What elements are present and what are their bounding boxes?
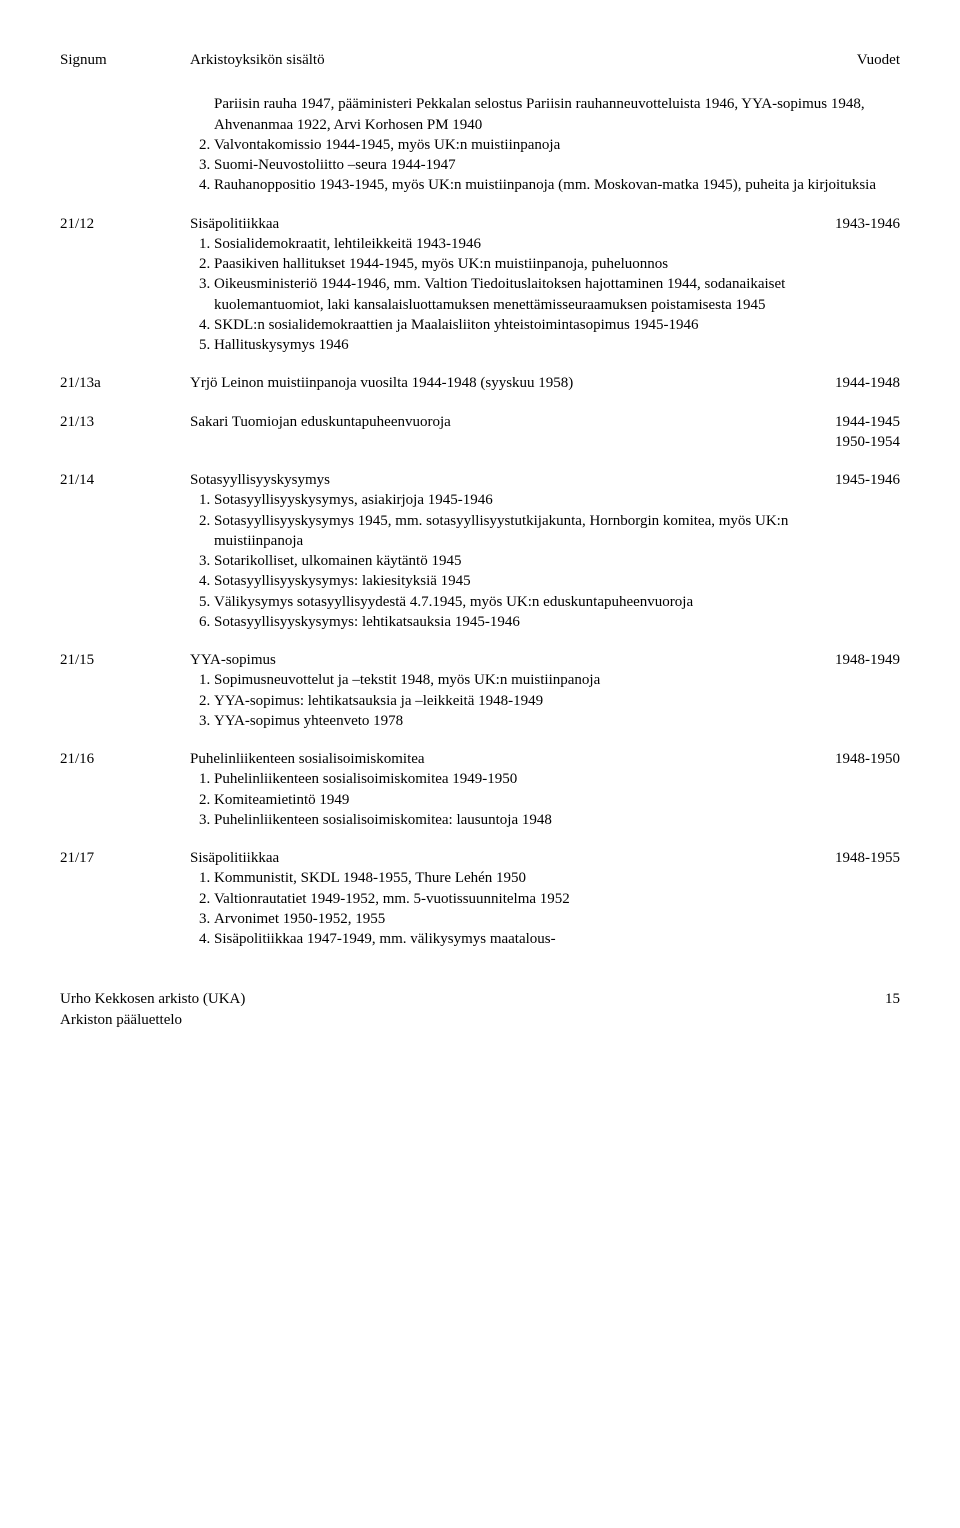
entry-title: Puhelinliikenteen sosialisoimiskomitea (190, 749, 800, 769)
list-item: Sisäpolitiikkaa 1947-1949, mm. välikysym… (214, 929, 800, 949)
entry-title: Yrjö Leinon muistiinpanoja vuosilta 1944… (190, 373, 800, 393)
list-item: Valvontakomissio 1944-1945, myös UK:n mu… (214, 135, 900, 155)
continuation-text: Pariisin rauha 1947, pääministeri Pekkal… (190, 94, 900, 135)
signum: 21/13 (60, 412, 190, 432)
signum: 21/16 (60, 749, 190, 769)
signum: 21/13a (60, 373, 190, 393)
header-sisalto: Arkistoyksikön sisältö (190, 50, 800, 70)
year-line-2: 1950-1954 (835, 434, 900, 450)
entry-list: Sotasyyllisyyskysymys, asiakirjoja 1945-… (190, 490, 800, 632)
signum: 21/17 (60, 848, 190, 868)
entry-title: YYA-sopimus (190, 650, 800, 670)
list-item: Paasikiven hallitukset 1944-1945, myös U… (214, 254, 800, 274)
header-signum: Signum (60, 50, 190, 70)
entry-years: 1948-1950 (800, 749, 900, 769)
list-item: Sotasyyllisyyskysymys 1945, mm. sotasyyl… (214, 511, 800, 552)
list-item: Rauhanoppositio 1943-1945, myös UK:n mui… (214, 175, 900, 195)
page-footer: Urho Kekkosen arkisto (UKA) Arkiston pää… (60, 989, 900, 1030)
list-item: SKDL:n sosialidemokraattien ja Maalaisli… (214, 315, 800, 335)
list-item: Kommunistit, SKDL 1948-1955, Thure Lehén… (214, 868, 800, 888)
entry-title: Sisäpolitiikkaa (190, 848, 800, 868)
list-item: Puhelinliikenteen sosialisoimiskomitea: … (214, 810, 800, 830)
list-item: Valtionrautatiet 1949-1952, mm. 5-vuotis… (214, 889, 800, 909)
footer-archive-subtitle: Arkiston pääluettelo (60, 1012, 182, 1028)
signum: 21/12 (60, 214, 190, 234)
list-item: Hallituskysymys 1946 (214, 335, 800, 355)
list-item: Sotasyyllisyyskysymys: lehtikatsauksia 1… (214, 612, 800, 632)
signum: 21/14 (60, 470, 190, 490)
footer-left: Urho Kekkosen arkisto (UKA) Arkiston pää… (60, 989, 245, 1030)
archive-entry: 21/13a Yrjö Leinon muistiinpanoja vuosil… (60, 373, 900, 393)
list-item: Komiteamietintö 1949 (214, 790, 800, 810)
entry-title: Sakari Tuomiojan eduskuntapuheenvuoroja (190, 412, 800, 432)
archive-entry: 21/15 YYA-sopimus 1948-1949 Sopimusneuvo… (60, 650, 900, 731)
continuation-block: Pariisin rauha 1947, pääministeri Pekkal… (190, 94, 900, 195)
list-item: Oikeusministeriö 1944-1946, mm. Valtion … (214, 274, 800, 315)
entry-list: Puhelinliikenteen sosialisoimiskomitea 1… (190, 769, 800, 830)
list-item: Sotasyyllisyyskysymys, asiakirjoja 1945-… (214, 490, 800, 510)
list-item: Sotasyyllisyyskysymys: lakiesityksiä 194… (214, 571, 800, 591)
list-item: Sosialidemokraatit, lehtileikkeitä 1943-… (214, 234, 800, 254)
entry-years: 1948-1955 (800, 848, 900, 868)
continuation-list: Valvontakomissio 1944-1945, myös UK:n mu… (190, 135, 900, 196)
footer-archive-name: Urho Kekkosen arkisto (UKA) (60, 991, 245, 1007)
entry-list: Kommunistit, SKDL 1948-1955, Thure Lehén… (190, 868, 800, 949)
entry-title: Sotasyyllisyyskysymys (190, 470, 800, 490)
list-item: Sopimusneuvottelut ja –tekstit 1948, myö… (214, 670, 800, 690)
list-item: YYA-sopimus yhteenveto 1978 (214, 711, 800, 731)
entry-list: Sopimusneuvottelut ja –tekstit 1948, myö… (190, 670, 800, 731)
archive-entry: 21/17 Sisäpolitiikkaa 1948-1955 Kommunis… (60, 848, 900, 949)
entry-list: Sosialidemokraatit, lehtileikkeitä 1943-… (190, 234, 800, 356)
list-item: Arvonimet 1950-1952, 1955 (214, 909, 800, 929)
list-item: YYA-sopimus: lehtikatsauksia ja –leikkei… (214, 691, 800, 711)
table-header: Signum Arkistoyksikön sisältö Vuodet (60, 50, 900, 70)
entry-title: Sisäpolitiikkaa (190, 214, 800, 234)
entry-years: 1948-1949 (800, 650, 900, 670)
entry-years: 1944-1945 1950-1954 (800, 412, 900, 453)
entry-years: 1945-1946 (800, 470, 900, 490)
year-line-1: 1944-1945 (835, 414, 900, 430)
entry-years: 1944-1948 (800, 373, 900, 393)
archive-entry: 21/16 Puhelinliikenteen sosialisoimiskom… (60, 749, 900, 830)
archive-entry: 21/13 Sakari Tuomiojan eduskuntapuheenvu… (60, 412, 900, 453)
archive-entry: 21/14 Sotasyyllisyyskysymys 1945-1946 So… (60, 470, 900, 632)
list-item: Välikysymys sotasyyllisyydestä 4.7.1945,… (214, 592, 800, 612)
archive-entry: 21/12 Sisäpolitiikkaa 1943-1946 Sosialid… (60, 214, 900, 356)
list-item: Sotarikolliset, ulkomainen käytäntö 1945 (214, 551, 800, 571)
page-number: 15 (885, 989, 900, 1030)
signum: 21/15 (60, 650, 190, 670)
list-item: Puhelinliikenteen sosialisoimiskomitea 1… (214, 769, 800, 789)
header-vuodet: Vuodet (800, 50, 900, 70)
entry-years: 1943-1946 (800, 214, 900, 234)
list-item: Suomi-Neuvostoliitto –seura 1944-1947 (214, 155, 900, 175)
